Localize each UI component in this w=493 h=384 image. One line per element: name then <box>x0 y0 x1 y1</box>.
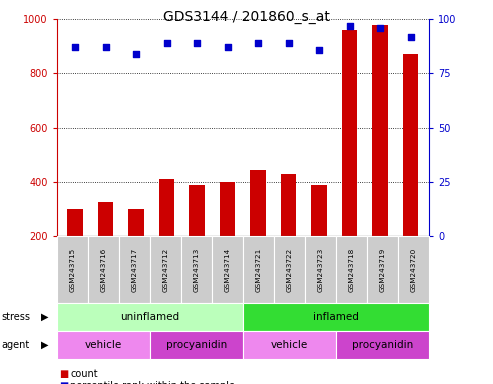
Point <box>224 44 232 50</box>
Text: GSM243714: GSM243714 <box>224 248 230 292</box>
Bar <box>128 209 143 236</box>
Text: GSM243715: GSM243715 <box>69 248 75 292</box>
Point <box>346 23 353 29</box>
Text: ■: ■ <box>59 381 69 384</box>
Point <box>132 51 140 57</box>
Text: GSM243721: GSM243721 <box>255 248 261 292</box>
Bar <box>220 182 235 236</box>
Point <box>193 40 201 46</box>
Bar <box>159 179 174 236</box>
Bar <box>403 55 418 236</box>
Bar <box>189 185 205 236</box>
Bar <box>373 25 387 236</box>
Text: GSM243719: GSM243719 <box>380 248 386 292</box>
Text: GSM243718: GSM243718 <box>349 248 354 292</box>
Text: uninflamed: uninflamed <box>120 312 179 322</box>
Point <box>284 40 292 46</box>
Text: vehicle: vehicle <box>271 340 308 350</box>
Bar <box>98 202 113 236</box>
Point <box>376 25 384 31</box>
Text: GSM243720: GSM243720 <box>410 248 417 292</box>
Bar <box>68 209 83 236</box>
Text: percentile rank within the sample: percentile rank within the sample <box>70 381 236 384</box>
Point <box>71 44 79 50</box>
Point <box>102 44 109 50</box>
Point <box>163 40 171 46</box>
Text: ■: ■ <box>59 369 69 379</box>
Bar <box>312 185 327 236</box>
Text: GSM243717: GSM243717 <box>131 248 137 292</box>
Bar <box>281 174 296 236</box>
Bar <box>342 30 357 236</box>
Text: GDS3144 / 201860_s_at: GDS3144 / 201860_s_at <box>163 10 330 23</box>
Text: agent: agent <box>1 340 29 350</box>
Text: inflamed: inflamed <box>313 312 359 322</box>
Text: GSM243723: GSM243723 <box>317 248 323 292</box>
Text: count: count <box>70 369 98 379</box>
Text: procyanidin: procyanidin <box>352 340 413 350</box>
Point <box>254 40 262 46</box>
Text: vehicle: vehicle <box>85 340 122 350</box>
Text: GSM243722: GSM243722 <box>286 248 292 292</box>
Text: GSM243712: GSM243712 <box>162 248 168 292</box>
Text: procyanidin: procyanidin <box>166 340 227 350</box>
Text: stress: stress <box>1 312 30 322</box>
Text: ▶: ▶ <box>40 312 48 322</box>
Text: GSM243713: GSM243713 <box>193 248 199 292</box>
Text: GSM243716: GSM243716 <box>100 248 106 292</box>
Text: ▶: ▶ <box>40 340 48 350</box>
Bar <box>250 170 266 236</box>
Point <box>315 46 323 53</box>
Point <box>407 33 415 40</box>
